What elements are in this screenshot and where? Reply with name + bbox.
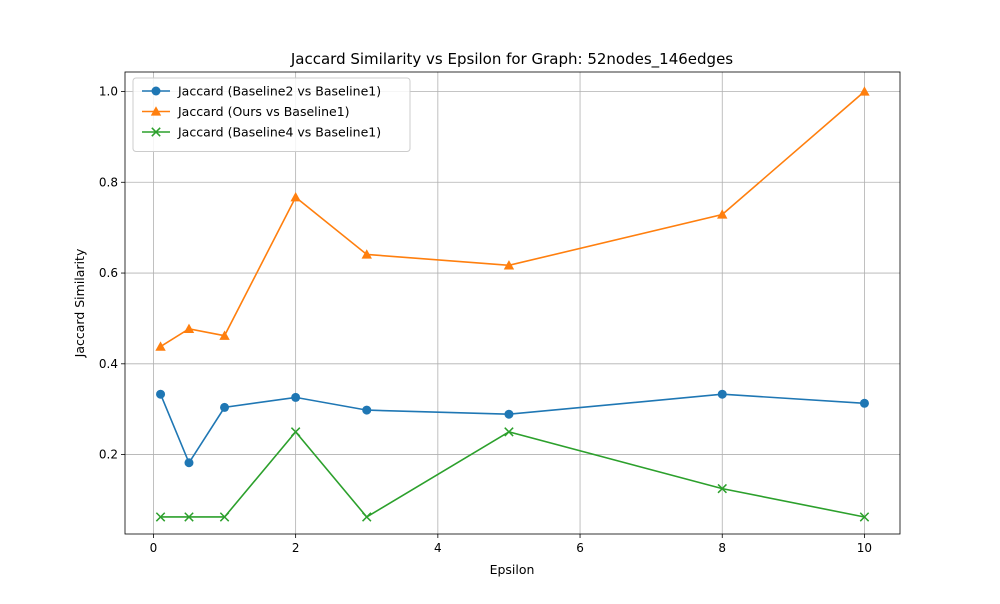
legend-label: Jaccard (Ours vs Baseline1) (177, 104, 350, 119)
x-tick-label: 8 (718, 541, 726, 555)
data-point (291, 392, 301, 402)
legend-label: Jaccard (Baseline4 vs Baseline1) (177, 125, 381, 140)
data-point (184, 458, 194, 468)
legend-entry: Jaccard (Ours vs Baseline1) (142, 104, 350, 119)
data-point (155, 512, 166, 522)
x-axis-label: Epsilon (490, 562, 535, 577)
data-point (290, 427, 301, 437)
data-point (290, 192, 301, 202)
data-point (220, 402, 230, 412)
data-point (362, 512, 372, 522)
y-tick-label: 0.4 (99, 357, 118, 371)
x-axis-ticks: 0 2 4 6 8 10 (150, 534, 872, 555)
series-3 (155, 427, 870, 522)
data-point (859, 86, 870, 96)
legend-entry: Jaccard (Baseline2 vs Baseline1) (142, 84, 381, 99)
data-point (717, 483, 727, 494)
y-axis-ticks: 0.2 0.4 0.6 0.8 1.0 (99, 85, 125, 462)
series-line (159, 393, 865, 465)
series-line (160, 430, 865, 519)
data-point (219, 330, 230, 340)
y-tick-label: 0.2 (99, 448, 118, 462)
legend-box (132, 77, 411, 152)
data-point (859, 512, 870, 522)
x-tick-label: 6 (576, 541, 584, 555)
x-tick-label: 0 (150, 541, 158, 555)
y-tick-label: 0.8 (99, 175, 118, 189)
data-point (859, 398, 869, 408)
y-axis-label: Jaccard Similarity (72, 248, 87, 358)
plot-frame (124, 71, 901, 535)
series-1 (156, 389, 869, 468)
x-tick-label: 10 (857, 541, 872, 555)
legend-marker (151, 127, 161, 137)
legend-marker (151, 86, 161, 96)
data-point (184, 512, 194, 522)
x-tick-label: 2 (292, 541, 300, 555)
legend: Jaccard (Baseline2 vs Baseline1) Jaccard … (132, 77, 411, 152)
x-tick-label: 4 (434, 541, 442, 555)
data-point (503, 260, 515, 270)
data-point (717, 389, 727, 399)
data-point (717, 209, 728, 219)
series-line (160, 90, 865, 348)
data-point (504, 409, 514, 419)
y-tick-label: 1.0 (99, 85, 118, 99)
data-point (504, 427, 514, 437)
legend-entry: Jaccard (Baseline4 vs Baseline1) (142, 125, 381, 140)
data-point (361, 249, 372, 259)
data-point (183, 323, 195, 334)
legend-label: Jaccard (Baseline2 vs Baseline1) (177, 84, 381, 99)
data-point (362, 405, 372, 415)
legend-marker (150, 106, 162, 116)
data-point (155, 341, 166, 351)
data-point (156, 389, 166, 399)
data-point (219, 512, 230, 522)
y-tick-label: 0.6 (99, 266, 118, 280)
chart-title: Jaccard Similarity vs Epsilon for Graph:… (290, 50, 733, 69)
series-2 (155, 86, 870, 351)
series-group (155, 86, 870, 522)
